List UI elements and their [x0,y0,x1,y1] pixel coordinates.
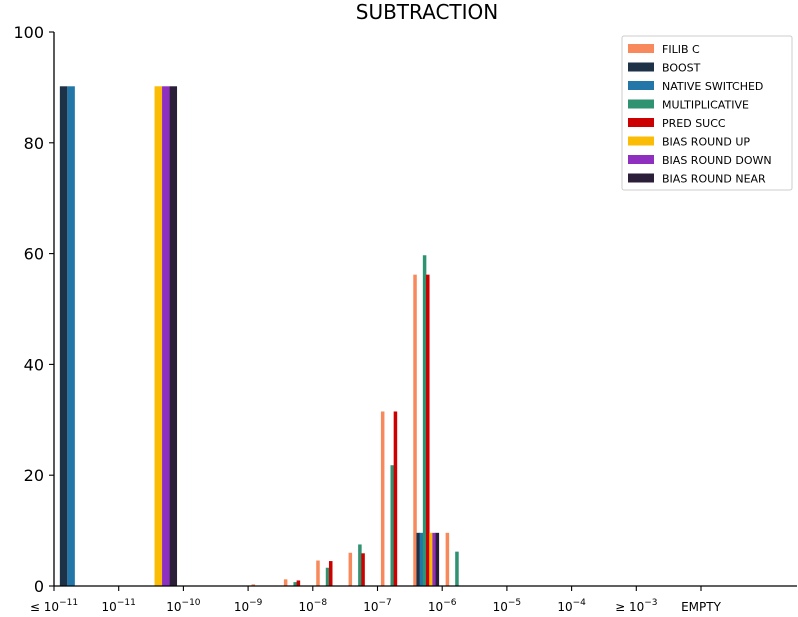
bar-pred-succ-pt1 [328,561,333,586]
y-tick-label-40: 40 [24,355,44,374]
bar-pred-succ-pt4 [426,274,430,586]
legend-swatch-bias-round-up [628,136,654,146]
bar-boost-0 [59,86,68,586]
legend-label-filib-c: FILIB C [662,43,700,56]
x-tick-label-6: 10−6 [428,598,457,614]
bar-multiplicative-pt1 [325,567,330,586]
legend-swatch-boost [628,62,654,72]
plot-area [59,86,459,586]
legend-swatch-multiplicative [628,99,654,109]
bar-multiplicative-pt4 [422,255,427,586]
bar-bias-round-down-1 [162,86,170,586]
x-tick-label-4: 10−8 [299,598,328,614]
axes: 0 20 40 60 80 100 ≤ 10−11 10−11 10−10 10−9 10−8 10−… [13,23,797,614]
bar-bias-round-near-pt0 [435,532,440,586]
bar-bias-round-up-1 [154,86,163,586]
bar-filib-c-pt6 [445,532,450,586]
bar-native-switched-pt0 [419,532,424,586]
legend-label-boost: BOOST [662,62,701,75]
y-tick-label-100: 100 [13,23,44,42]
x-tick-label-5: 10−7 [363,598,392,614]
legend-swatch-bias-round-down [628,155,654,164]
x-tick-label-10: EMPTY [681,600,722,614]
bar-filib-c-pt2 [316,560,320,586]
x-tick-label-1: 10−11 [102,598,136,614]
bar-filib-c-pt0 [251,584,256,586]
bar-multiplicative-pt0 [293,582,297,586]
bar-multiplicative-pt5 [455,551,459,586]
y-tick-label-20: 20 [24,466,44,485]
bar-pred-succ-pt2 [361,553,365,586]
chart-title: SUBTRACTION [356,0,498,24]
bar-bias-round-up-pt0 [429,532,433,586]
y-tick-label-60: 60 [24,245,44,264]
legend-swatch-bias-round-near [628,173,654,183]
legend-box [621,35,793,191]
legend-label-bias-round-up: BIAS ROUND UP [662,136,750,149]
legend-label-multiplicative: MULTIPLICATIVE [662,99,749,112]
legend-label-pred-succ: PRED SUCC [662,117,726,130]
bar-bias-round-near-1 [169,86,178,586]
bar-filib-c-pt3 [348,552,353,586]
x-tick-label-2: 10−10 [166,598,201,614]
bar-pred-succ-pt3 [393,411,398,586]
bar-multiplicative-pt3 [390,465,394,586]
bar-filib-c-pt5 [413,274,417,586]
bar-native-switched-0 [67,86,75,586]
bar-pred-succ-pt0 [296,580,301,586]
legend-label-bias-round-near: BIAS ROUND NEAR [662,173,766,186]
bar-boost-pt0 [416,532,420,586]
x-tick-label-8: 10−4 [557,598,586,614]
y-tick-label-80: 80 [24,134,44,153]
legend: FILIB C BOOST NATIVE SWITCHED MULTIPLICATIV… [621,35,793,191]
legend-label-native-switched: NATIVE SWITCHED [662,80,763,93]
x-tick-label-9: ≥ 10−3 [615,598,657,614]
legend-swatch-filib-c [628,44,654,53]
legend-swatch-pred-succ [628,118,654,127]
bar-filib-c-pt4 [380,411,385,586]
bar-filib-c-pt1 [283,579,288,586]
x-tick-label-0: ≤ 10−11 [30,598,78,614]
x-tick-label-7: 10−5 [493,598,522,614]
legend-swatch-native-switched [628,81,654,90]
x-tick-label-3: 10−9 [234,598,263,614]
y-tick-label-0: 0 [34,577,44,596]
bar-multiplicative-pt2 [358,544,362,586]
bar-bias-round-down-pt0 [432,532,436,586]
legend-label-bias-round-down: BIAS ROUND DOWN [662,154,772,167]
